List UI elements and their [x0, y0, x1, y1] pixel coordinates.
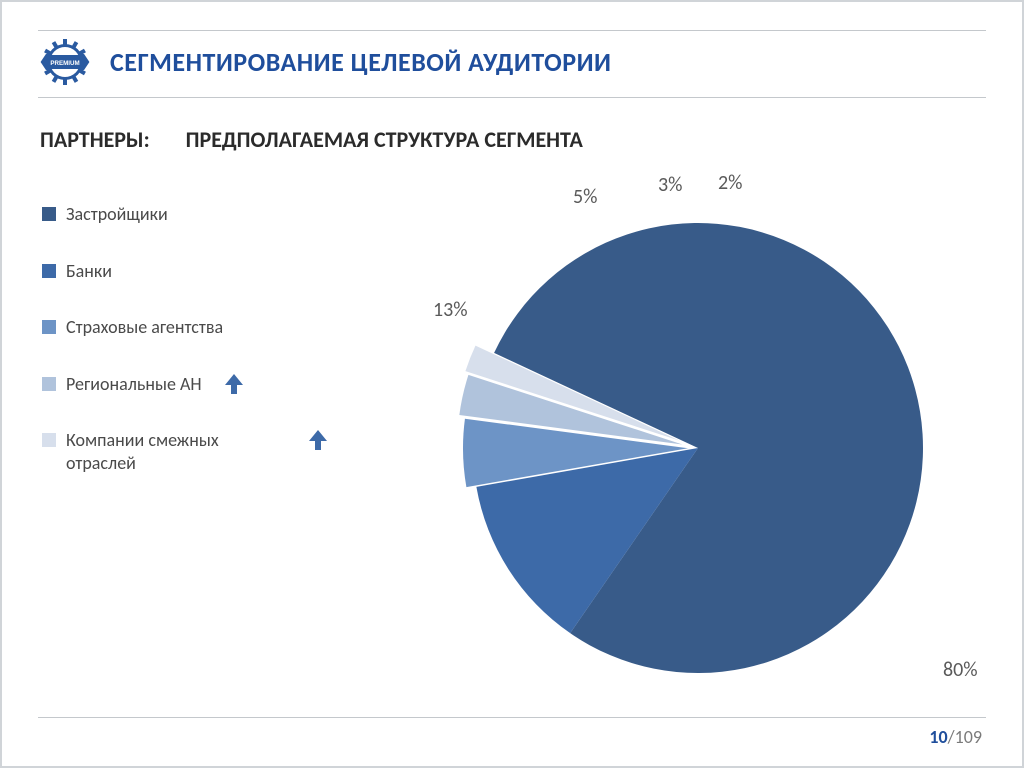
pie-slice-label: 5% [573, 185, 597, 209]
pie-slice-label: 3% [658, 173, 682, 197]
legend-item: Страховые агентства [42, 316, 358, 339]
pager: 10/109 [929, 726, 982, 748]
legend-item: Региональные АН [42, 373, 358, 396]
legend-swatch [42, 433, 56, 447]
pie-slice-label: 13% [433, 298, 468, 322]
legend: Застройщики Банки Страховые агентства Регио… [38, 163, 358, 683]
legend-label: Страховые агентства [66, 316, 223, 339]
chart-subtitle: ПРЕДПОЛАГАЕМАЯ СТРУКТУРА СЕГМЕНТА [186, 126, 583, 153]
legend-swatch [42, 377, 56, 391]
legend-label: Застройщики [66, 203, 168, 226]
svg-text:PREMIUM: PREMIUM [50, 60, 79, 67]
pie-chart: 80% 13% 5% 3% 2% [358, 163, 986, 683]
arrow-up-icon [308, 429, 328, 451]
pie-slice-label: 2% [718, 171, 742, 195]
footer-rule [38, 717, 986, 718]
pie-svg [443, 193, 953, 703]
header: PREMIUM СЕГМЕНТИРОВАНИЕ ЦЕЛЕВОЙ АУДИТОРИ… [38, 30, 986, 98]
page-current: 10 [929, 726, 947, 748]
premium-badge-logo: PREMIUM [38, 37, 92, 87]
subheader: ПАРТНЕРЫ: ПРЕДПОЛАГАЕМАЯ СТРУКТУРА СЕГМЕ… [40, 126, 986, 153]
slide: PREMIUM СЕГМЕНТИРОВАНИЕ ЦЕЛЕВОЙ АУДИТОРИ… [0, 0, 1024, 768]
partners-label: ПАРТНЕРЫ: [40, 126, 150, 153]
legend-label: Компании смежных отраслей [66, 429, 286, 474]
legend-item: Компании смежных отраслей [42, 429, 358, 474]
legend-swatch [42, 207, 56, 221]
legend-swatch [42, 320, 56, 334]
page-separator: / [948, 726, 955, 748]
legend-item: Застройщики [42, 203, 358, 226]
content-area: Застройщики Банки Страховые агентства Регио… [38, 163, 986, 683]
pie-slice-label: 80% [943, 658, 978, 682]
page-title: СЕГМЕНТИРОВАНИЕ ЦЕЛЕВОЙ АУДИТОРИИ [110, 46, 611, 78]
legend-swatch [42, 264, 56, 278]
legend-label: Региональные АН [66, 373, 202, 396]
page-total: 109 [955, 726, 982, 748]
arrow-up-icon [224, 373, 244, 395]
legend-label: Банки [66, 260, 112, 283]
legend-item: Банки [42, 260, 358, 283]
